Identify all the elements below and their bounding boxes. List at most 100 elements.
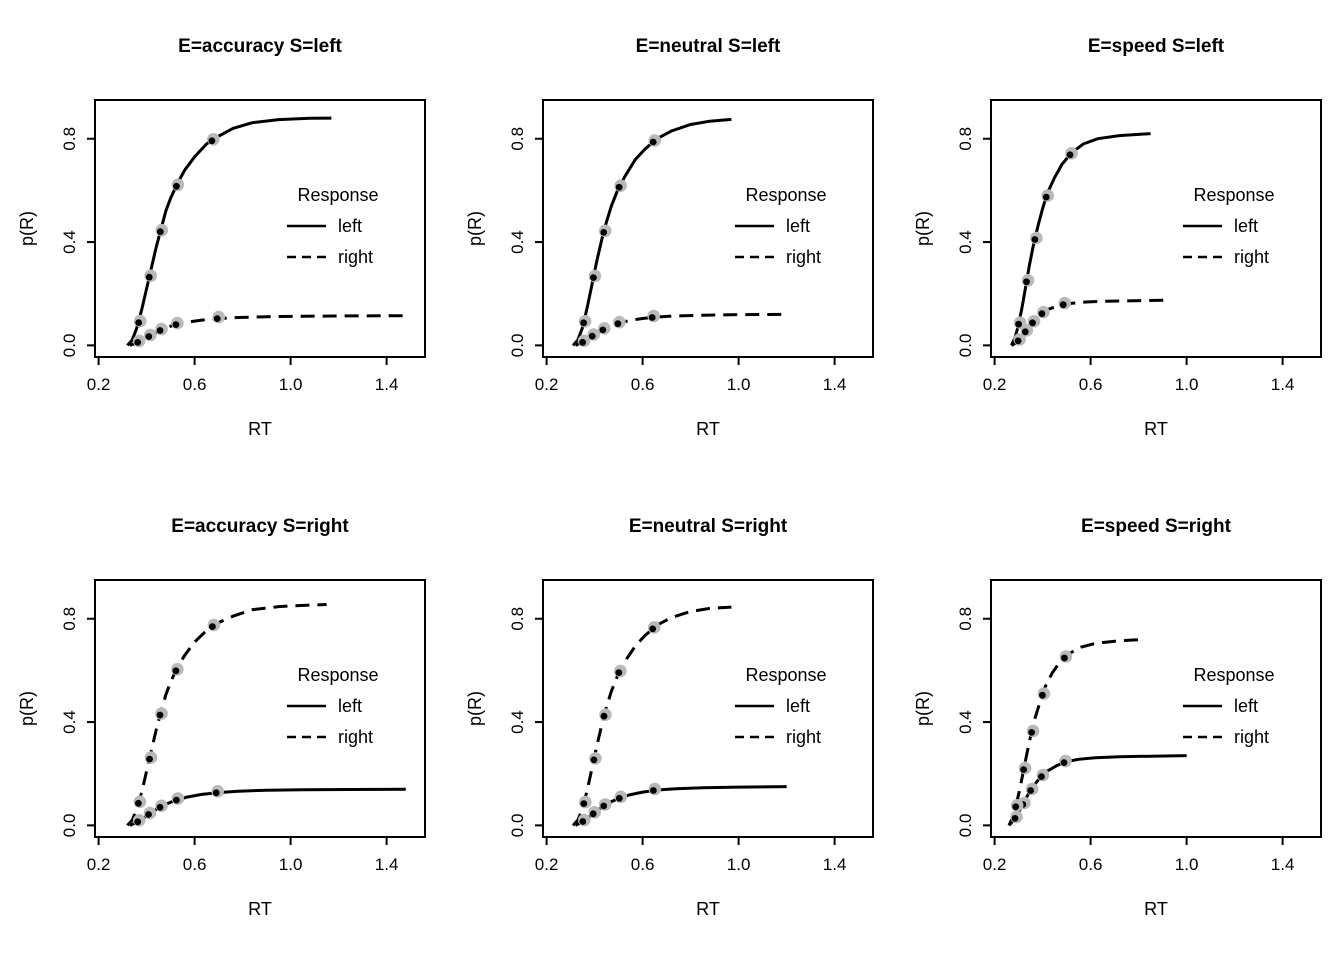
model-quantile-dot — [614, 320, 622, 328]
x-tick-label: 0.6 — [631, 375, 655, 394]
curve-right-response — [1007, 637, 1144, 827]
model-quantile-dot — [135, 799, 142, 807]
plot-box — [990, 579, 1322, 838]
model-quantile-dot — [209, 623, 216, 630]
model-quantile-dot — [145, 333, 153, 340]
y-tick-label: 0.8 — [60, 127, 79, 151]
x-axis-label: RT — [248, 899, 272, 919]
legend-label-left: left — [786, 216, 810, 236]
model-quantile-dot — [590, 274, 597, 281]
model-quantile-dot — [212, 789, 220, 797]
legend-label-left: left — [1234, 216, 1258, 236]
model-quantile-dot — [156, 711, 164, 719]
legend-title: Response — [745, 665, 826, 685]
y-tick-label: 0.4 — [508, 230, 527, 254]
panel-e-neutral-s-right: E=neutral S=right 0.2 0.6 1.0 1.4 0.0 0.4 0.8 RT… — [465, 516, 874, 919]
model-quantile-dot — [1011, 815, 1019, 822]
legend-label-right: right — [338, 727, 373, 747]
legend-title: Response — [1193, 665, 1274, 685]
model-quantile-dot — [1061, 654, 1068, 662]
y-axis-label: p(R) — [913, 211, 933, 246]
model-quantile-dot — [156, 228, 164, 236]
model-quantile-dot — [579, 818, 587, 825]
model-quantile-dot — [1012, 803, 1020, 811]
legend-label-right: right — [786, 727, 821, 747]
panel-title: E=accuracy S=left — [178, 36, 342, 57]
model-quantile-dot — [589, 810, 597, 818]
x-tick-label: 0.2 — [87, 855, 111, 874]
y-tick-label: 0.4 — [60, 710, 79, 734]
legend-title: Response — [297, 665, 378, 685]
plot-box — [990, 99, 1322, 358]
model-quantile-dot — [1029, 319, 1036, 327]
model-quantile-dot — [1060, 759, 1068, 766]
x-tick-label: 1.4 — [823, 375, 847, 394]
y-tick-label: 0.8 — [60, 607, 79, 631]
x-axis-label: RT — [696, 419, 720, 439]
model-quantile-dot — [173, 796, 180, 804]
y-tick-label: 0.4 — [956, 710, 975, 734]
model-quantile-dot — [172, 321, 180, 328]
y-tick-label: 0.4 — [956, 230, 975, 254]
curve-left-response — [129, 787, 406, 827]
model-quantile-dot — [208, 137, 216, 145]
x-tick-label: 0.2 — [535, 855, 559, 874]
model-quantile-dot — [146, 755, 153, 763]
model-quantile-dot — [650, 787, 657, 794]
model-quantile-dot — [579, 338, 586, 346]
model-quantile-dot — [145, 811, 152, 818]
panel-title: E=speed S=left — [1088, 36, 1225, 57]
model-quantile-dot — [156, 327, 164, 334]
model-quantile-dot — [1015, 320, 1022, 328]
x-tick-label: 0.2 — [983, 855, 1007, 874]
panel-title: E=speed S=right — [1081, 516, 1232, 537]
legend-label-right: right — [338, 247, 373, 267]
x-tick-label: 1.0 — [1175, 375, 1199, 394]
x-tick-label: 1.0 — [727, 855, 751, 874]
model-quantile-dot — [590, 756, 598, 764]
panel-title: E=neutral S=right — [629, 516, 788, 537]
y-axis-label: p(R) — [465, 211, 485, 246]
model-quantile-dot — [1039, 691, 1046, 699]
model-quantile-dot — [615, 794, 623, 802]
x-tick-label: 0.2 — [983, 375, 1007, 394]
curve-right-response — [574, 312, 790, 347]
y-axis-label: p(R) — [465, 691, 485, 726]
model-quantile-dot — [649, 625, 657, 633]
model-quantile-dot — [1027, 787, 1034, 794]
model-quantile-dot — [615, 669, 623, 676]
curve-left-response — [1010, 132, 1151, 347]
x-tick-label: 0.2 — [535, 375, 559, 394]
y-axis-label: p(R) — [17, 211, 37, 246]
model-quantile-dot — [648, 314, 656, 321]
legend-label-right: right — [1234, 247, 1269, 267]
legend-title: Response — [297, 185, 378, 205]
y-axis-label: p(R) — [17, 691, 37, 726]
legend-title: Response — [1193, 185, 1274, 205]
y-tick-label: 0.4 — [508, 710, 527, 734]
panel-title: E=neutral S=left — [636, 36, 781, 57]
x-tick-label: 0.6 — [1079, 375, 1103, 394]
model-quantile-dot — [600, 712, 608, 720]
y-tick-label: 0.8 — [508, 607, 527, 631]
model-quantile-dot — [145, 273, 153, 281]
x-tick-label: 1.0 — [279, 375, 303, 394]
model-quantile-dot — [588, 332, 596, 340]
model-quantile-dot — [1042, 193, 1050, 201]
model-quantile-dot — [600, 802, 608, 810]
panel-title: E=accuracy S=right — [171, 516, 349, 537]
legend-title: Response — [745, 185, 826, 205]
model-quantile-dot — [1028, 729, 1035, 736]
y-axis-label: p(R) — [913, 691, 933, 726]
legend-label-left: left — [338, 216, 362, 236]
legend-label-left: left — [1234, 696, 1258, 716]
x-tick-label: 1.4 — [375, 375, 399, 394]
plot-box — [542, 99, 874, 358]
curve-left-response — [126, 116, 332, 347]
model-quantile-dot — [213, 315, 221, 322]
curve-right-response — [129, 314, 411, 347]
model-quantile-dot — [580, 319, 587, 327]
model-quantile-dot — [1031, 236, 1039, 243]
legend-label-left: left — [338, 696, 362, 716]
